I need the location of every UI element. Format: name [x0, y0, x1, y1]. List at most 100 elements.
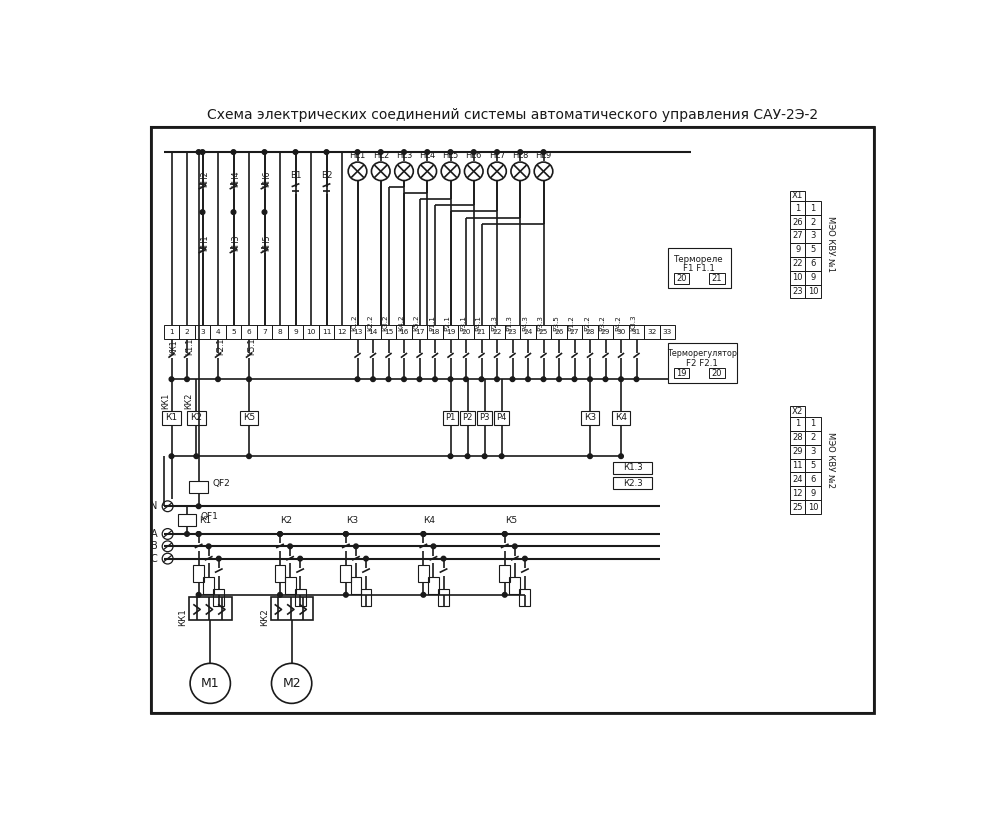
Text: 18: 18 [430, 329, 440, 335]
Text: 3: 3 [200, 329, 205, 335]
Text: КН3: КН3 [231, 234, 240, 250]
Circle shape [441, 556, 446, 561]
Text: N: N [150, 501, 158, 511]
Bar [805, 472, 821, 486]
Circle shape [619, 454, 623, 459]
Text: 10: 10 [306, 329, 316, 335]
Circle shape [502, 532, 507, 537]
Text: КК1: КК1 [161, 393, 170, 409]
Bar [805, 486, 821, 500]
Bar [271, 597, 313, 620]
Bar [257, 326, 272, 339]
Text: 25: 25 [539, 329, 548, 335]
Bar [567, 326, 582, 339]
Text: HL4: HL4 [419, 151, 435, 160]
Circle shape [278, 532, 282, 537]
Text: 12: 12 [337, 329, 347, 335]
Text: Термореле: Термореле [674, 254, 724, 263]
Text: 3: 3 [811, 231, 816, 240]
Bar [295, 590, 306, 606]
Text: 14: 14 [368, 329, 378, 335]
Bar [178, 514, 196, 526]
Circle shape [262, 209, 267, 214]
Circle shape [293, 150, 298, 155]
Text: 20: 20 [676, 274, 687, 283]
Text: B: B [151, 542, 158, 551]
Circle shape [162, 553, 173, 564]
Circle shape [324, 150, 329, 155]
Text: 10: 10 [792, 273, 803, 282]
Text: A: A [151, 529, 158, 539]
Circle shape [395, 162, 413, 181]
Text: 7: 7 [262, 329, 267, 335]
Bar [418, 564, 429, 582]
Bar [509, 578, 520, 594]
Circle shape [518, 150, 523, 155]
Text: 1: 1 [795, 420, 800, 429]
Text: 5: 5 [811, 245, 816, 254]
Circle shape [354, 544, 358, 549]
Text: КК1: КК1 [179, 609, 188, 627]
Bar [790, 431, 805, 445]
Text: 24: 24 [523, 329, 533, 335]
Bar [361, 590, 371, 606]
Bar [340, 564, 351, 582]
Bar [499, 564, 510, 582]
Bar [660, 326, 675, 339]
Bar [613, 461, 652, 474]
Circle shape [488, 162, 506, 181]
Text: 33: 33 [663, 329, 672, 335]
Text: Р3.5: Р3.5 [553, 315, 559, 331]
Text: КН6: КН6 [262, 170, 271, 187]
Text: 16: 16 [399, 329, 409, 335]
Text: 29: 29 [792, 447, 803, 456]
Circle shape [495, 377, 499, 381]
Circle shape [247, 454, 251, 459]
Text: Р2.2: Р2.2 [584, 315, 590, 331]
Text: К1: К1 [165, 413, 178, 422]
Circle shape [194, 454, 199, 459]
Text: QF2: QF2 [213, 479, 230, 488]
Bar [458, 326, 474, 339]
Text: Р1.3: Р1.3 [507, 315, 512, 331]
Text: Р4.1: Р4.1 [476, 315, 482, 331]
Bar [164, 326, 179, 339]
Bar [303, 326, 319, 339]
Circle shape [371, 377, 375, 381]
Text: 9: 9 [811, 488, 816, 497]
Text: 9: 9 [293, 329, 298, 335]
Text: КН4: КН4 [231, 170, 240, 187]
Text: 25: 25 [792, 502, 803, 511]
Circle shape [534, 162, 553, 181]
Text: Р2.3: Р2.3 [491, 315, 497, 331]
Text: 28: 28 [792, 434, 803, 443]
Text: КК2: КК2 [260, 609, 269, 627]
Bar [213, 590, 224, 606]
Circle shape [512, 544, 517, 549]
Bar [613, 477, 652, 489]
Circle shape [572, 377, 577, 381]
Circle shape [421, 532, 426, 537]
Circle shape [588, 377, 592, 381]
Circle shape [348, 162, 367, 181]
Circle shape [526, 377, 530, 381]
Text: QF1: QF1 [201, 512, 219, 521]
Bar [790, 500, 805, 514]
Text: F1 F1.1: F1 F1.1 [683, 264, 715, 273]
Text: К4.2: К4.2 [398, 315, 404, 331]
Bar [412, 326, 427, 339]
Text: X1: X1 [792, 191, 803, 200]
Bar [790, 445, 805, 459]
Bar [790, 417, 805, 431]
Circle shape [262, 150, 267, 155]
Bar [505, 326, 520, 339]
Bar [674, 367, 689, 379]
Circle shape [278, 592, 282, 597]
Text: 5: 5 [231, 329, 236, 335]
Text: К1.1: К1.1 [185, 337, 194, 354]
Text: 2: 2 [185, 329, 189, 335]
Text: К5.2: К5.2 [414, 315, 420, 331]
Circle shape [499, 454, 504, 459]
Circle shape [196, 592, 201, 597]
Text: К5: К5 [505, 515, 517, 524]
